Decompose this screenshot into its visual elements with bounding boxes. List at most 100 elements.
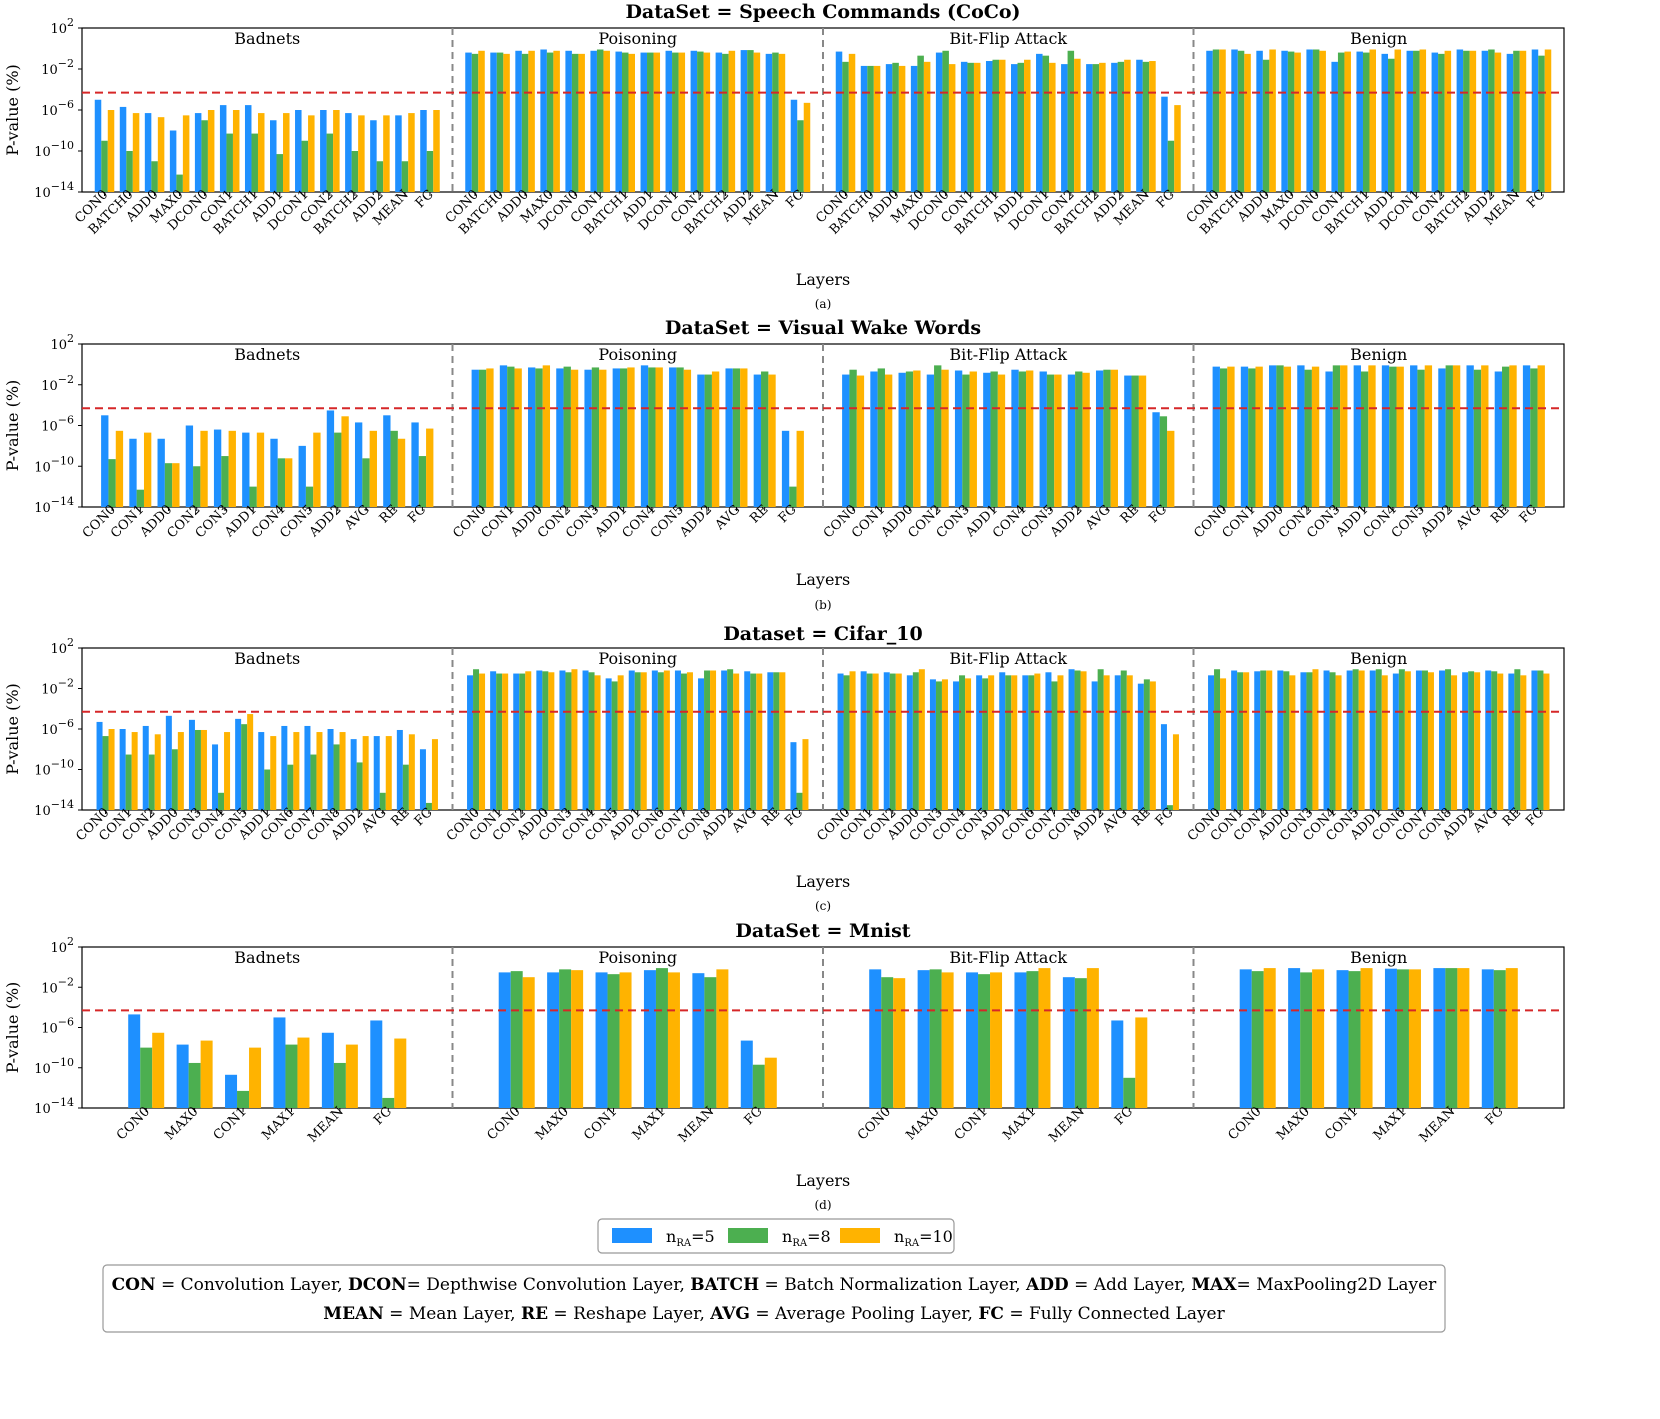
bar bbox=[276, 154, 284, 192]
bar bbox=[978, 974, 991, 1108]
bar bbox=[1294, 52, 1301, 192]
bar bbox=[1335, 675, 1342, 810]
x-tick-label: CON1 bbox=[1322, 1104, 1361, 1143]
bar bbox=[905, 371, 914, 507]
bar bbox=[235, 718, 242, 810]
bar bbox=[1095, 370, 1104, 507]
bar bbox=[1206, 50, 1213, 192]
bar bbox=[1485, 670, 1492, 810]
bar bbox=[1445, 669, 1452, 810]
bar bbox=[912, 672, 919, 810]
bar bbox=[1281, 50, 1288, 192]
bar bbox=[998, 59, 1006, 192]
y-tick-label: 102 bbox=[50, 16, 74, 37]
group-label: Benign bbox=[1350, 29, 1407, 48]
bar bbox=[997, 374, 1006, 507]
bar bbox=[1319, 50, 1326, 192]
group-label: Badnets bbox=[234, 345, 300, 364]
bar bbox=[941, 972, 954, 1108]
bar bbox=[1336, 970, 1349, 1108]
bar bbox=[1388, 58, 1395, 192]
bar bbox=[790, 99, 798, 192]
bar bbox=[647, 52, 654, 192]
bar bbox=[599, 369, 607, 507]
bar bbox=[1306, 672, 1313, 810]
bar bbox=[1481, 365, 1489, 507]
bar bbox=[1444, 50, 1452, 192]
bar bbox=[1438, 53, 1445, 192]
bar bbox=[1337, 52, 1345, 192]
bar bbox=[653, 52, 661, 192]
bar bbox=[1488, 49, 1495, 192]
bar bbox=[285, 458, 293, 507]
bar bbox=[177, 732, 184, 810]
bar bbox=[985, 61, 993, 192]
bar bbox=[1396, 366, 1404, 507]
panel-title: DataSet = Mnist bbox=[735, 920, 910, 942]
bar bbox=[270, 438, 278, 507]
group-label: Poisoning bbox=[598, 345, 677, 364]
bar bbox=[1149, 61, 1156, 192]
bar bbox=[1074, 978, 1087, 1108]
bar bbox=[119, 106, 127, 192]
bar bbox=[1537, 365, 1545, 507]
bar bbox=[881, 977, 894, 1108]
bar bbox=[918, 669, 925, 810]
bar bbox=[704, 977, 717, 1108]
bar bbox=[1240, 366, 1249, 507]
x-axis-label: Layers bbox=[796, 570, 851, 589]
y-tick-label: 10−14 bbox=[34, 798, 74, 819]
x-tick-label: MEAN bbox=[305, 1104, 346, 1145]
bar bbox=[362, 458, 370, 507]
y-tick-label: 10−2 bbox=[41, 975, 74, 996]
bar bbox=[345, 113, 352, 192]
bar bbox=[621, 52, 629, 192]
bar bbox=[1456, 49, 1464, 192]
bar bbox=[126, 151, 133, 192]
bar bbox=[628, 670, 635, 810]
bar bbox=[333, 1062, 346, 1108]
bar bbox=[976, 675, 983, 810]
bar bbox=[339, 732, 346, 810]
bar bbox=[884, 374, 893, 507]
bar bbox=[251, 133, 258, 192]
bar bbox=[228, 430, 236, 507]
bar bbox=[1124, 59, 1131, 192]
bar bbox=[1212, 49, 1220, 192]
bar bbox=[1392, 673, 1399, 810]
bar bbox=[1519, 50, 1527, 192]
bar bbox=[1408, 969, 1421, 1108]
bar bbox=[873, 65, 881, 192]
bar bbox=[672, 52, 679, 192]
bar bbox=[471, 53, 479, 192]
bar bbox=[725, 368, 733, 507]
bar bbox=[376, 161, 384, 192]
bar bbox=[1427, 672, 1434, 810]
y-tick-label: 10−14 bbox=[34, 180, 74, 201]
bar bbox=[571, 53, 579, 192]
bar bbox=[619, 368, 628, 507]
bar bbox=[425, 802, 432, 810]
bar bbox=[200, 1040, 213, 1108]
bar bbox=[1026, 370, 1034, 507]
bar bbox=[849, 671, 856, 810]
bar bbox=[1381, 365, 1390, 507]
legend-swatch-1 bbox=[728, 1228, 768, 1243]
bar bbox=[611, 681, 618, 810]
bar bbox=[431, 739, 438, 810]
bar bbox=[1491, 671, 1498, 810]
figure: DataSet = Speech Commands (CoCo) 102 10−2 1… bbox=[3, 1, 1565, 1333]
bar bbox=[923, 61, 931, 192]
bar bbox=[1086, 968, 1099, 1108]
bar bbox=[1149, 681, 1156, 810]
legend-swatch-0 bbox=[612, 1228, 652, 1243]
group-label: Poisoning bbox=[598, 948, 677, 967]
bar bbox=[1469, 50, 1477, 192]
bar bbox=[982, 678, 989, 810]
bar bbox=[213, 429, 222, 507]
bar bbox=[465, 52, 472, 192]
bar bbox=[983, 372, 991, 507]
bar bbox=[478, 50, 485, 192]
bar bbox=[1214, 669, 1221, 810]
bar bbox=[1362, 52, 1370, 192]
